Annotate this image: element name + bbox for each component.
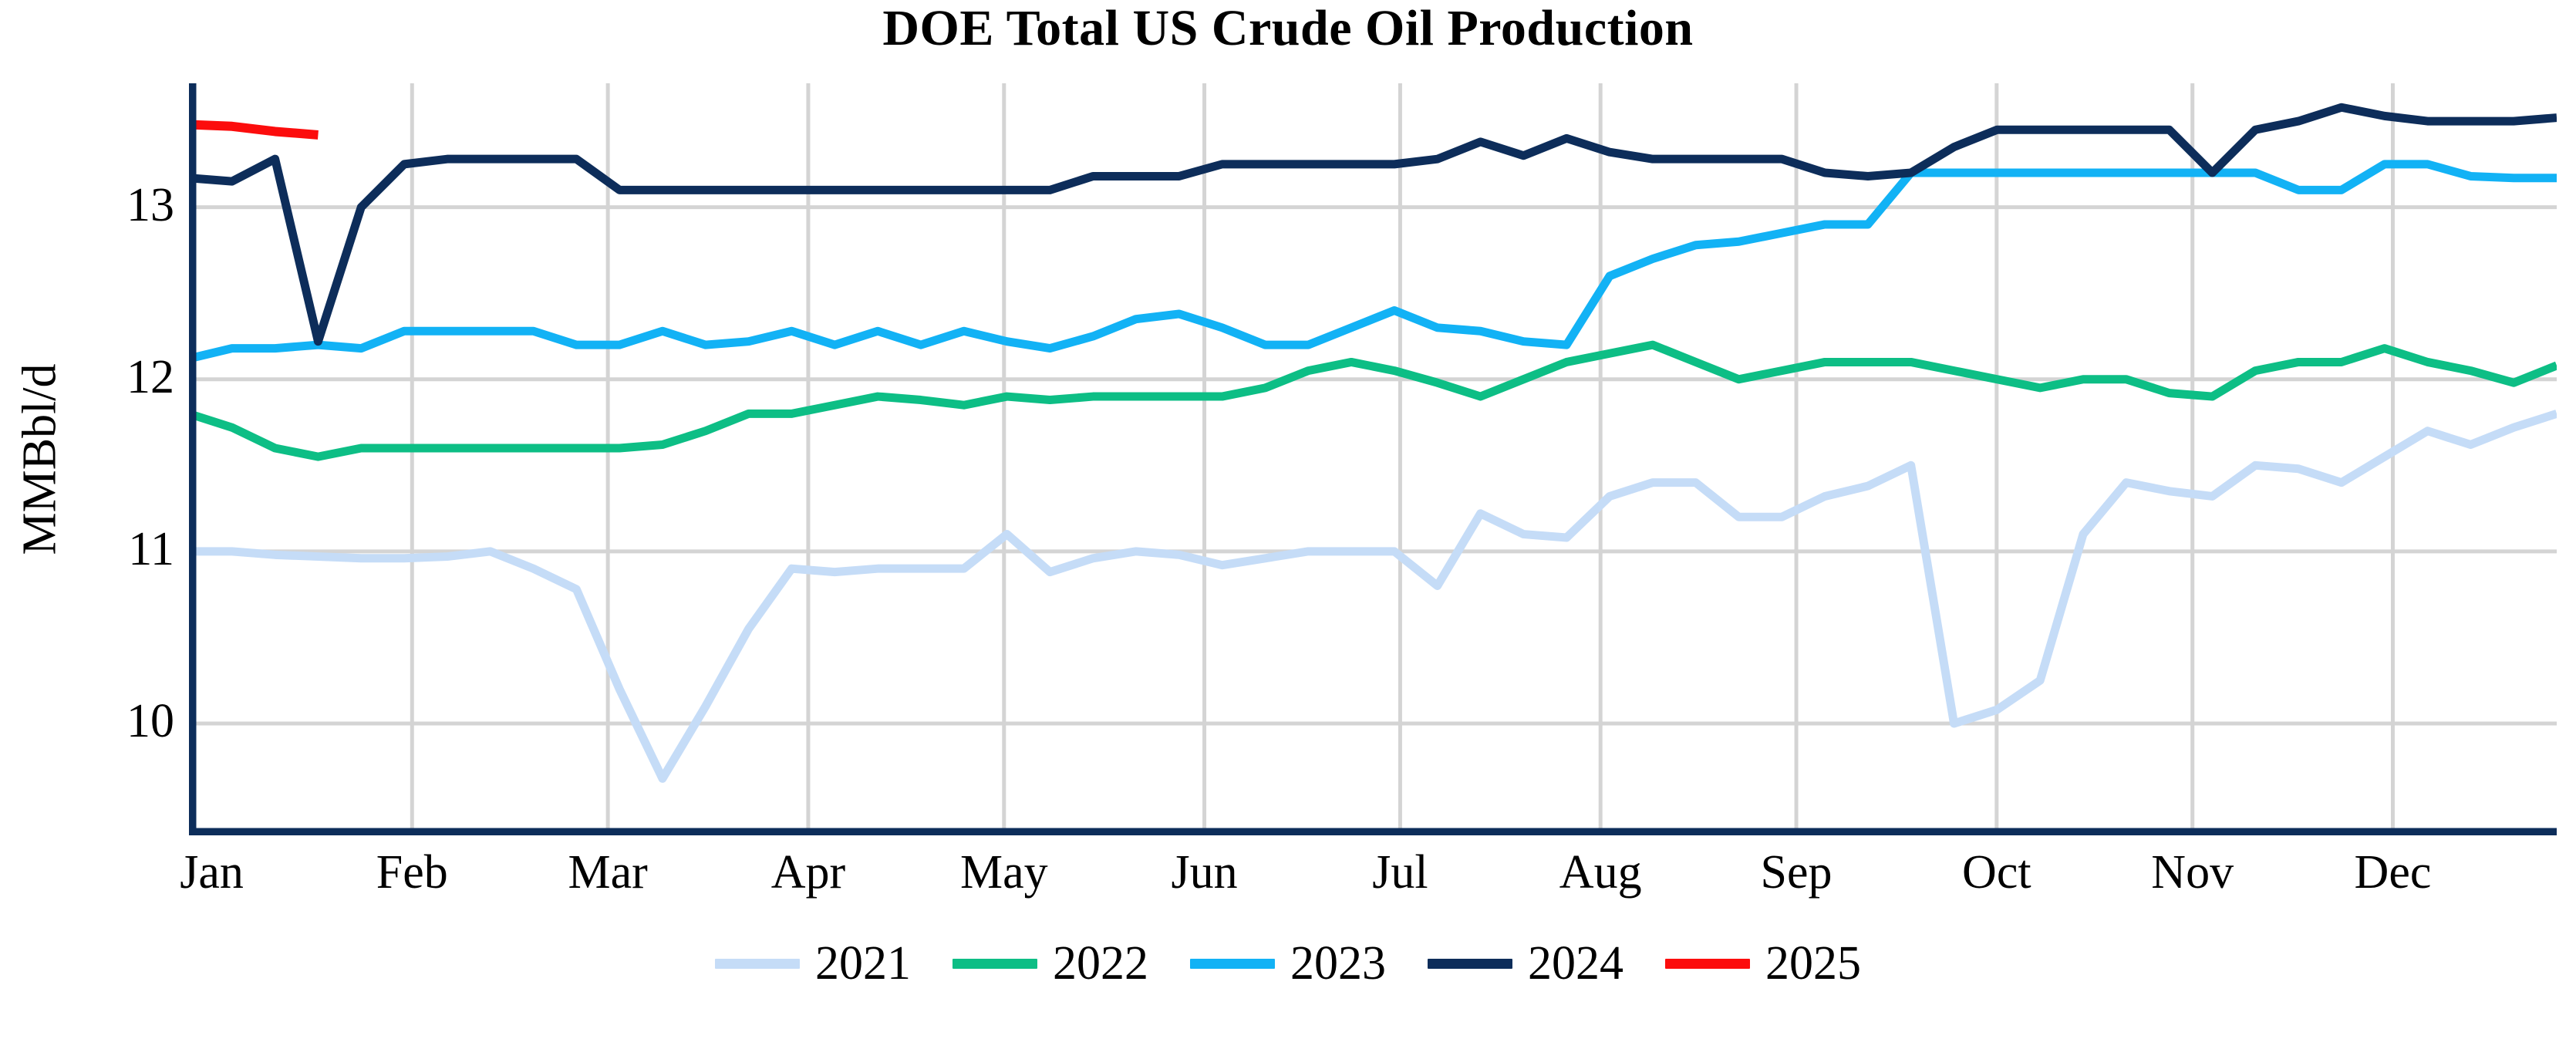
legend-item-2022[interactable]: 2022: [953, 939, 1148, 987]
legend-label: 2021: [815, 937, 911, 990]
series-line-2025: [189, 120, 319, 140]
legend-label: 2023: [1290, 937, 1386, 990]
legend-item-2021[interactable]: 2021: [715, 939, 911, 987]
chart-canvas: [189, 83, 2557, 835]
series-line-2023: [189, 160, 2557, 363]
legend-item-2023[interactable]: 2023: [1190, 939, 1386, 987]
legend-label: 2022: [1053, 937, 1148, 990]
gridlines: [189, 205, 2557, 726]
series-line-2021: [189, 410, 2557, 783]
series-lines: [189, 103, 2557, 783]
legend-item-2025[interactable]: 2025: [1665, 939, 1861, 987]
x-tick-label-mar: Mar: [568, 846, 648, 899]
x-tick-label-apr: Apr: [770, 846, 846, 899]
y-axis-label: MMBbl/d: [13, 363, 66, 555]
legend-label: 2025: [1765, 937, 1861, 990]
series-line-2022: [189, 340, 2557, 461]
x-tick-label-sep: Sep: [1760, 846, 1833, 899]
y-tick-label: 13: [126, 178, 174, 231]
x-tick-label-jan: Jan: [180, 846, 244, 899]
legend-swatch-icon: [953, 958, 1037, 969]
x-tick-label-may: May: [959, 846, 1048, 899]
series-line-2024: [189, 103, 2557, 346]
x-tick-label-jul: Jul: [1372, 846, 1428, 899]
chart-legend: 2021 2022 2023 2024 2025: [0, 939, 2576, 987]
y-tick-label: 12: [126, 350, 174, 403]
legend-swatch-icon: [1428, 958, 1512, 969]
x-tick-label-jun: Jun: [1171, 846, 1238, 899]
x-tick-label-feb: Feb: [376, 846, 448, 899]
x-tick-label-dec: Dec: [2354, 846, 2432, 899]
y-tick-label: 10: [126, 694, 174, 747]
legend-swatch-icon: [1665, 958, 1750, 969]
legend-label: 2024: [1528, 937, 1623, 990]
legend-swatch-icon: [715, 958, 800, 969]
x-tick-label-oct: Oct: [1962, 846, 2031, 899]
legend-item-2024[interactable]: 2024: [1428, 939, 1623, 987]
legend-swatch-icon: [1190, 958, 1275, 969]
y-tick-label: 11: [128, 522, 174, 575]
page-title: DOE Total US Crude Oil Production: [882, 0, 1694, 56]
vertical-gridlines: [410, 83, 2395, 835]
x-tick-label-aug: Aug: [1559, 846, 1642, 899]
plot-area: [189, 83, 2557, 835]
x-tick-label-nov: Nov: [2151, 846, 2234, 899]
